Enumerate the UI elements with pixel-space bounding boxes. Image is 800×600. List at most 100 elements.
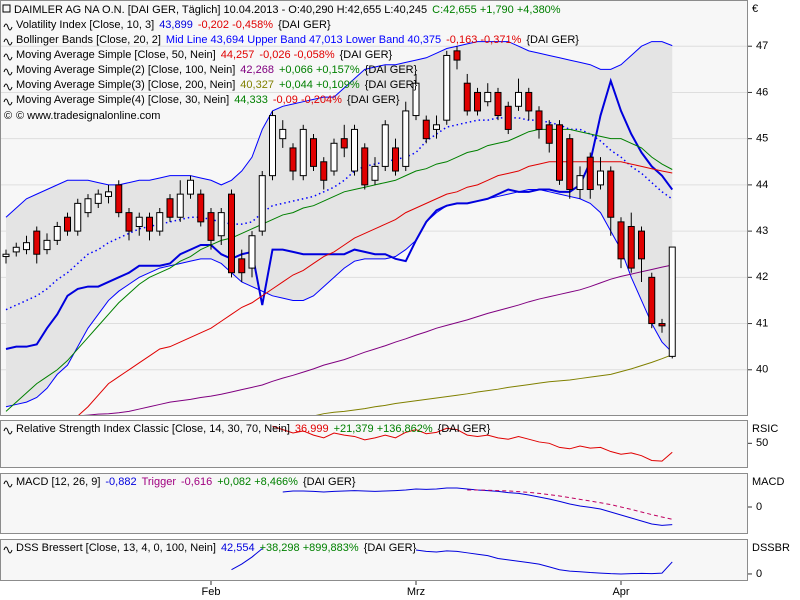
- candle-body: [94, 193, 102, 204]
- legend-line: Volatility Index [Close, 10, 3] 43,899 -0,…: [16, 19, 331, 31]
- legend-text: -0,616: [181, 476, 212, 488]
- lower-band: [5, 189, 673, 408]
- legend-text: {DAI GER}: [303, 476, 356, 488]
- legend-line: Moving Average Simple(3) [Close, 200, Ne…: [16, 79, 418, 91]
- candle-body: [289, 147, 297, 172]
- legend-text: -0,202 -0,458%: [198, 19, 273, 31]
- candle-body: [33, 230, 41, 255]
- legend-text: {DAI GER}: [365, 64, 418, 76]
- candle-body: [402, 110, 410, 167]
- legend-icon: [3, 546, 13, 554]
- series-line: [83, 264, 673, 415]
- y-tick-label: 46: [756, 86, 768, 98]
- y-tick-label: 44: [756, 179, 768, 191]
- candle-body: [545, 124, 553, 144]
- candle-body: [453, 50, 461, 61]
- y-tick-label: 0: [756, 501, 762, 513]
- y-tick-label: 47: [756, 40, 768, 52]
- legend-text: +0,066 +0,157%: [279, 64, 360, 76]
- series-line: [315, 354, 673, 415]
- axis-unit: MACD: [752, 476, 784, 488]
- candle-body: [176, 193, 184, 218]
- candle-body: [484, 91, 492, 103]
- candle-body: [74, 202, 82, 232]
- legend-text: Trigger: [142, 476, 177, 488]
- watermark: © www.tradesignalonline.com: [16, 110, 160, 122]
- candle-body: [381, 124, 389, 167]
- watermark-icon: ©: [4, 110, 12, 122]
- candle-body: [135, 216, 143, 227]
- candle-body: [658, 323, 666, 327]
- legend-text: 44,257: [221, 49, 255, 61]
- legend-line: MACD [12, 26, 9] -0,882 Trigger -0,616 +0,08…: [16, 476, 356, 488]
- y-tick-label: 45: [756, 133, 768, 145]
- candle-body: [258, 175, 266, 232]
- legend-text: +21,379 +136,862%: [334, 423, 433, 435]
- y-tick-label: 41: [756, 317, 768, 329]
- legend-text: 42,554: [221, 542, 255, 554]
- legend-icon: [3, 427, 13, 435]
- panel: [0, 473, 748, 534]
- candle-body: [23, 242, 30, 251]
- candle-body: [371, 165, 379, 181]
- candle-body: [515, 91, 522, 107]
- legend-line: Bollinger Bands [Close, 20, 2] Mid Line 4…: [16, 34, 579, 46]
- candle-body: [248, 235, 256, 269]
- y-tick-label: 50: [756, 437, 768, 449]
- legend-text: Relative Strength Index Classic [Close, …: [16, 423, 290, 435]
- candle-body: [115, 184, 123, 214]
- legend-text: +38,298 +899,883%: [260, 542, 359, 554]
- legend-icon: [3, 480, 13, 488]
- candle-body: [299, 128, 307, 177]
- legend-text: 40,327: [240, 79, 274, 91]
- legend-text: {DAI GER}: [365, 79, 418, 91]
- series-line: [272, 425, 673, 462]
- legend-text: -0,026 -0,058%: [259, 49, 334, 61]
- band-area: [6, 41, 673, 407]
- legend-text: Moving Average Simple [Close, 50, Nein]: [16, 49, 216, 61]
- legend-text: {DAI GER}: [364, 542, 417, 554]
- candle-body: [525, 91, 533, 112]
- legend-text: Moving Average Simple(4) [Close, 30, Nei…: [16, 94, 229, 106]
- candle-body: [197, 193, 205, 223]
- panel: [0, 420, 748, 468]
- candle-body: [576, 175, 584, 191]
- y-tick-label: 0: [756, 568, 762, 580]
- legend-line: Moving Average Simple(4) [Close, 30, Nei…: [16, 94, 400, 106]
- candle-body: [279, 128, 287, 140]
- candle-body: [392, 147, 399, 172]
- candle-body: [105, 191, 112, 197]
- candle-body: [638, 230, 645, 260]
- candle-body: [125, 212, 133, 232]
- legend-line: DAIMLER AG NA O.N. [DAI GER, Täglich] 10…: [14, 4, 561, 16]
- candle-body: [217, 212, 225, 237]
- axis-unit: €: [752, 3, 758, 15]
- series-line: [5, 77, 674, 350]
- legend-text: {DAI GER}: [526, 34, 579, 46]
- legend-text: +0,044 +0,109%: [279, 79, 360, 91]
- legend-text: -0,882: [105, 476, 136, 488]
- legend-text: DAIMLER AG NA O.N. [DAI GER, Täglich] 10…: [14, 4, 427, 16]
- plot-area: [282, 487, 673, 526]
- candle-body: [535, 110, 543, 130]
- x-tick-label: Feb: [202, 586, 221, 598]
- legend-text: -0,09 -0,204%: [273, 94, 342, 106]
- y-tick-label: 40: [756, 364, 768, 376]
- plot-area: [272, 425, 673, 462]
- legend-text: Volatility Index [Close, 10, 3]: [16, 19, 154, 31]
- candle-body: [597, 170, 604, 186]
- candle-body: [433, 124, 440, 130]
- legend-text: Bollinger Bands [Close, 20, 2]: [16, 34, 161, 46]
- candle-body: [330, 142, 338, 172]
- legend-icon: [3, 38, 13, 46]
- x-tick-label: Mrz: [407, 586, 425, 598]
- legend-icon: [3, 23, 13, 31]
- series-line: [231, 548, 263, 571]
- candle-body: [207, 212, 215, 241]
- candle-body: [494, 91, 502, 117]
- candle-body: [474, 91, 481, 112]
- candle-body: [310, 138, 317, 167]
- legend-text: 42,268: [240, 64, 274, 76]
- candle-body: [586, 156, 594, 191]
